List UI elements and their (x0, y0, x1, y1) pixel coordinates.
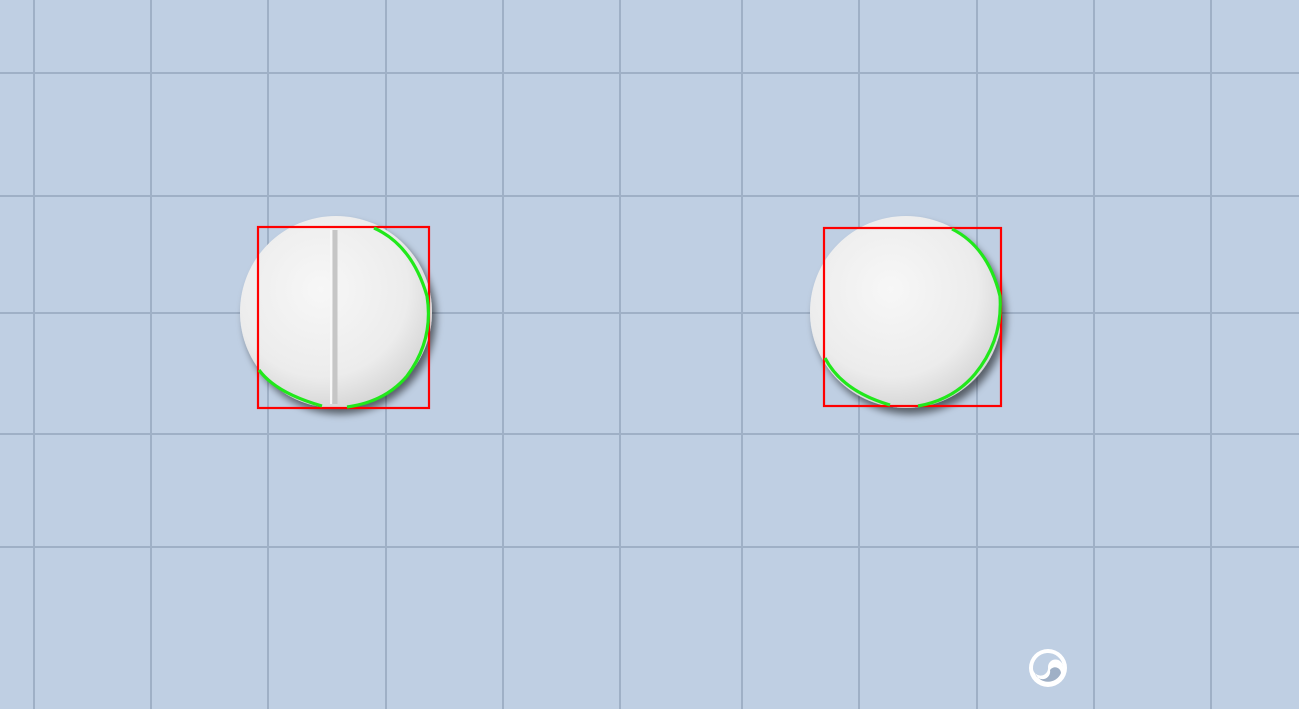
pill-left (240, 216, 432, 410)
pill-right-body (810, 216, 1002, 408)
pill-left-edge-trace-bottom (257, 369, 323, 408)
pill-right (810, 216, 1003, 408)
government-emblem-icon (1029, 649, 1067, 687)
pill-left-edge-trace-right (346, 226, 431, 409)
pill-right-edge-trace-right (917, 227, 1002, 408)
pill-right-edge-trace-bottom (823, 357, 891, 407)
mfds-logo (1028, 646, 1278, 690)
